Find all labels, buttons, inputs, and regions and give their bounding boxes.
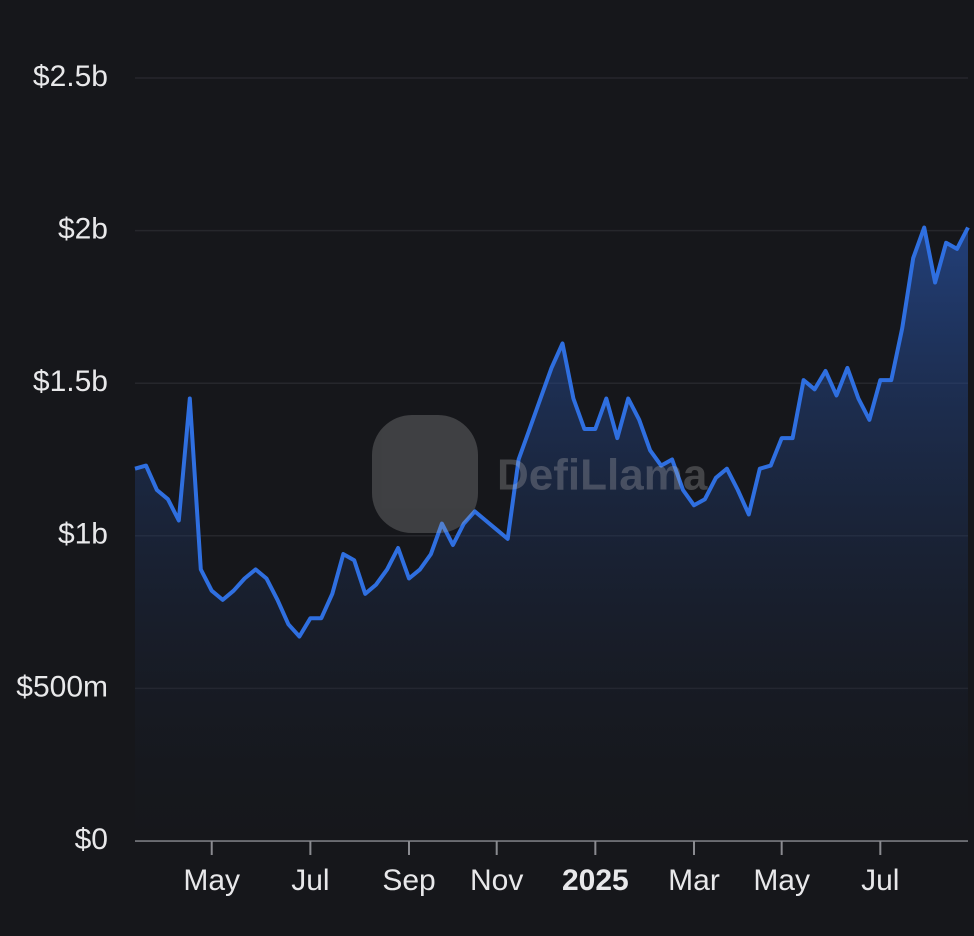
x-tick-label: Jul	[861, 864, 899, 897]
x-tick-label: Jul	[291, 864, 329, 897]
x-tick-label: May	[183, 864, 240, 897]
x-tick-label: May	[753, 864, 810, 897]
y-tick-label: $1.5b	[33, 365, 108, 398]
watermark: DefiLlama	[497, 451, 708, 500]
x-tick-label: Sep	[382, 864, 435, 897]
y-tick-label: $2.5b	[33, 60, 108, 93]
x-tick-label: 2025	[562, 864, 629, 897]
area	[135, 227, 968, 841]
y-tick-label: $0	[75, 823, 108, 856]
y-tick-label: $1b	[58, 518, 108, 551]
watermark-logo: DefiLlama	[372, 415, 708, 533]
y-tick-label: $500m	[16, 670, 108, 703]
y-tick-label: $2b	[58, 213, 108, 246]
x-tick-label: Nov	[470, 864, 523, 897]
x-tick-label: Mar	[668, 864, 720, 897]
line	[134, 225, 970, 639]
